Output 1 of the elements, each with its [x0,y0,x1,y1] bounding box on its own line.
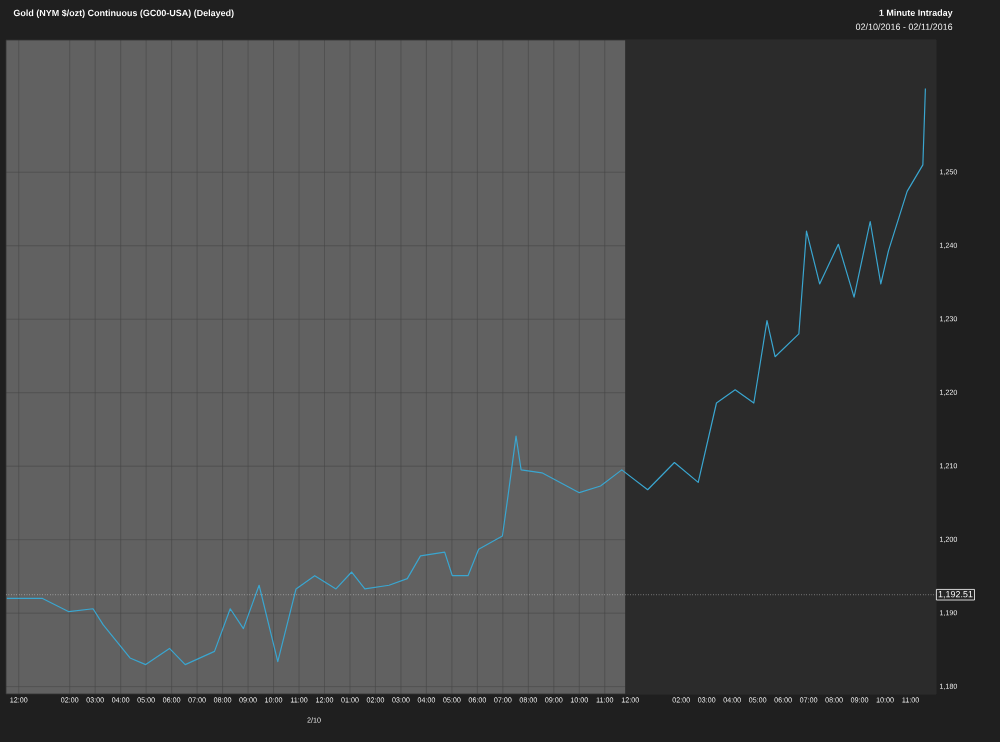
line-series [6,87,926,666]
